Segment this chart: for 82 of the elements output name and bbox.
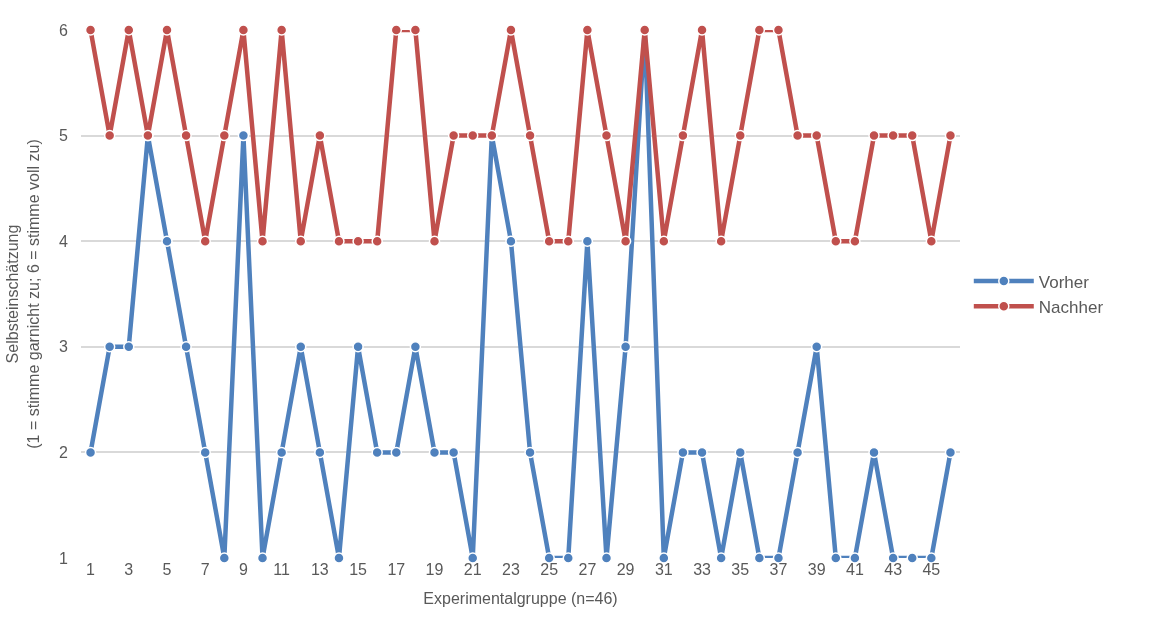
point (295, 341, 307, 353)
point (218, 129, 231, 142)
point (161, 235, 173, 247)
x-tick-label: 21 (463, 561, 482, 578)
point (333, 235, 345, 247)
point (810, 341, 823, 353)
point (333, 552, 345, 564)
x-tick-label: 31 (654, 561, 673, 578)
point (524, 129, 536, 142)
x-tick-label: 35 (731, 561, 750, 578)
x-tick-label: 25 (540, 561, 559, 578)
point (371, 235, 383, 247)
point (944, 129, 957, 142)
x-tick-label: 41 (846, 561, 864, 578)
point (562, 235, 575, 247)
y-axis-title: Selbsteinschätzung (1 = stimme garnicht zu; 6 = stimme voll zu) (4, 139, 42, 449)
point (619, 341, 632, 353)
point (428, 235, 441, 247)
point (295, 235, 307, 247)
x-tick-label: 19 (425, 561, 444, 578)
x-tick-label: 17 (387, 561, 406, 578)
point (524, 446, 536, 459)
x-tick-label: 29 (616, 561, 635, 578)
point (199, 446, 211, 459)
y-tick-label: 1 (59, 549, 69, 567)
x-axis-title: Experimentalgruppe (n=46) (423, 589, 618, 607)
x-tick-label: 27 (578, 561, 597, 578)
point (161, 24, 173, 36)
point (677, 129, 689, 142)
x-tick-label: 33 (693, 561, 712, 578)
point (103, 341, 116, 353)
x-tick-label: 9 (238, 561, 248, 578)
point (906, 552, 918, 564)
point (830, 552, 842, 564)
point (409, 341, 422, 353)
point (887, 552, 899, 564)
legend-label: Nachher (1038, 297, 1104, 317)
x-tick-label: 11 (273, 561, 291, 578)
point (849, 235, 861, 247)
point (543, 235, 555, 247)
point (734, 446, 746, 459)
x-tick-label: 3 (124, 561, 134, 578)
x-tick-label: 45 (922, 561, 941, 578)
point (447, 129, 460, 142)
point (314, 446, 326, 459)
point (925, 235, 938, 247)
point (658, 235, 670, 247)
point (180, 129, 192, 142)
point (619, 235, 632, 247)
point (275, 446, 288, 459)
x-tick-label: 5 (162, 561, 172, 578)
point (180, 341, 192, 353)
point (505, 24, 517, 36)
point (352, 341, 364, 353)
y-tick-label: 2 (59, 444, 69, 461)
point (447, 446, 460, 459)
x-tick-label: 23 (502, 561, 520, 578)
legend-label: Vorher (1038, 272, 1090, 292)
y-tick-label: 6 (59, 21, 69, 39)
point (237, 129, 250, 142)
point (944, 446, 957, 459)
x-tick-label: 39 (807, 561, 826, 578)
x-tick-label: 13 (310, 561, 329, 578)
point (734, 129, 746, 142)
y-tick-label: 5 (59, 127, 69, 145)
y-tick-label: 4 (59, 232, 69, 250)
x-tick-label: 1 (86, 561, 96, 578)
point (505, 235, 517, 247)
point (199, 235, 211, 247)
x-tick-label: 15 (349, 561, 368, 578)
point (906, 129, 918, 142)
point (791, 446, 804, 459)
point (696, 24, 708, 36)
x-tick-label: 43 (884, 561, 903, 578)
point (810, 129, 823, 142)
point (715, 235, 727, 247)
x-tick-label: 37 (769, 561, 788, 578)
x-tick-label: 7 (200, 561, 210, 578)
point (256, 235, 269, 247)
point (600, 129, 613, 142)
point (830, 235, 842, 247)
y-tick-label: 3 (59, 338, 69, 356)
